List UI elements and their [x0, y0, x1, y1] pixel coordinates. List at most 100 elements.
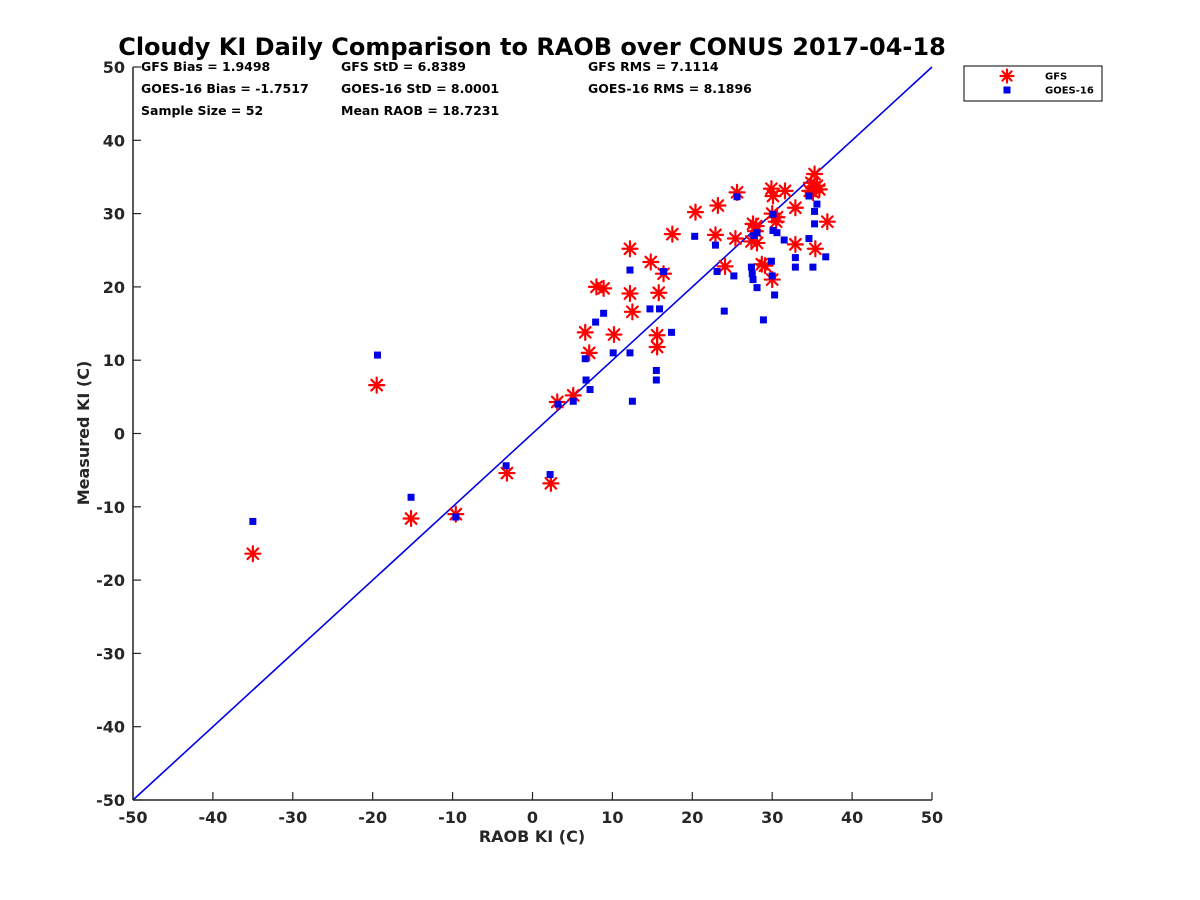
y-tick-label: -40: [96, 718, 125, 737]
y-tick-label: 40: [103, 131, 125, 150]
goes16-point: [747, 263, 755, 271]
goes16-point: [711, 241, 719, 249]
gfs-point: [576, 323, 594, 341]
x-tick-label: 40: [841, 808, 863, 827]
gfs-point: [663, 225, 681, 243]
gfs-point: [244, 545, 262, 563]
chart-title: Cloudy KI Daily Comparison to RAOB over …: [118, 33, 946, 61]
goes16-point: [749, 276, 757, 284]
axes: -50 -40 -30 -20 -10 0 10 20 30 40 50 50 40 30 20 10 0 -10…: [96, 58, 943, 827]
goes16-point: [791, 263, 799, 271]
goes16-point: [769, 210, 777, 218]
goes16-point: [502, 462, 510, 470]
x-tick-label: -30: [278, 808, 307, 827]
gfs-point: [402, 509, 420, 528]
gfs-point: [623, 303, 641, 321]
gfs-point: [648, 338, 666, 356]
goes16-point: [753, 284, 761, 292]
goes16-point: [713, 268, 721, 276]
goes16-point: [811, 207, 819, 215]
goes16-point: [626, 349, 634, 357]
x-tick-label: 50: [921, 808, 943, 827]
goes16-point: [581, 355, 589, 363]
gfs-point: [709, 196, 727, 215]
goes16-point: [546, 471, 554, 479]
goes16-point: [720, 307, 728, 315]
stat-text: GOES-16 StD = 8.0001: [341, 81, 499, 96]
gfs-point: [726, 229, 745, 248]
legend-marker-gfs: [999, 68, 1015, 84]
x-tick-label: 10: [601, 808, 623, 827]
goes16-point: [730, 272, 738, 280]
gfs-point: [621, 284, 639, 303]
gfs-point: [776, 182, 794, 200]
y-tick-label: -30: [96, 644, 125, 663]
goes16-point: [554, 400, 562, 408]
gfs-point: [542, 474, 560, 492]
x-axis-label: RAOB KI (C): [479, 827, 585, 846]
gfs-point: [786, 235, 804, 253]
y-tick-label: -10: [96, 498, 125, 517]
goes16-point: [811, 220, 819, 228]
y-tick-label: 30: [103, 205, 125, 224]
gfs-point: [706, 226, 725, 244]
goes16-point: [805, 235, 813, 243]
x-tick-label: 20: [681, 808, 703, 827]
legend-marker-goes16: [1003, 86, 1011, 94]
x-tick-label: -10: [438, 808, 467, 827]
legend-label: GOES-16: [1045, 86, 1094, 97]
y-tick-label: -20: [96, 571, 125, 590]
goes16-point: [759, 316, 767, 324]
goes16-point: [592, 318, 600, 326]
y-tick-label: 10: [103, 351, 125, 370]
goes16-point: [646, 305, 654, 313]
goes16-point: [780, 236, 788, 244]
goes16-point: [809, 263, 817, 271]
goes16-point: [773, 229, 781, 237]
goes16-point: [600, 309, 608, 317]
x-tick-label: -20: [358, 808, 387, 827]
goes16-point: [813, 200, 821, 208]
goes16-point: [767, 257, 775, 265]
goes16-point: [452, 513, 460, 521]
stats-annotations: GFS Bias = 1.9498 GFS StD = 6.8389 GFS RMS…: [141, 59, 752, 118]
goes16-point: [791, 254, 799, 262]
x-tick-label: 30: [761, 808, 783, 827]
stat-text: Sample Size = 52: [141, 103, 263, 118]
goes16-point: [668, 328, 676, 336]
gfs-point: [648, 326, 666, 344]
goes16-point: [771, 291, 779, 299]
y-tick-label: -50: [96, 791, 125, 810]
x-tick-label: -40: [198, 808, 227, 827]
goes16-point: [373, 351, 381, 359]
x-tick-label: -50: [119, 808, 148, 827]
data-points: [244, 165, 836, 563]
goes16-point: [660, 268, 668, 276]
goes16-point: [652, 366, 660, 374]
gfs-point: [716, 257, 734, 275]
gfs-point: [802, 174, 820, 192]
stat-text: GFS StD = 6.8389: [341, 59, 466, 74]
goes16-point: [748, 270, 756, 278]
gfs-point: [621, 240, 639, 258]
goes16-point: [569, 397, 577, 405]
goes16-point: [609, 349, 617, 357]
gfs-point: [650, 284, 668, 302]
x-tick-label: 0: [527, 808, 538, 827]
stat-text: GOES-16 RMS = 8.1896: [588, 81, 752, 96]
goes16-point: [407, 493, 415, 501]
y-tick-label: 50: [103, 58, 125, 77]
y-tick-label: 0: [114, 425, 125, 444]
gfs-point: [786, 199, 804, 217]
gfs-point: [595, 279, 613, 297]
goes16-point: [769, 226, 777, 234]
stat-text: Mean RAOB = 18.7231: [341, 103, 499, 118]
stat-text: GFS Bias = 1.9498: [141, 59, 270, 74]
y-axis-label: Measured KI (C): [74, 361, 93, 506]
goes16-point: [626, 266, 634, 274]
legend-label: GFS: [1045, 72, 1067, 83]
stat-text: GOES-16 Bias = -1.7517: [141, 81, 309, 96]
goes16-point: [249, 517, 257, 525]
goes16-point: [753, 229, 761, 237]
